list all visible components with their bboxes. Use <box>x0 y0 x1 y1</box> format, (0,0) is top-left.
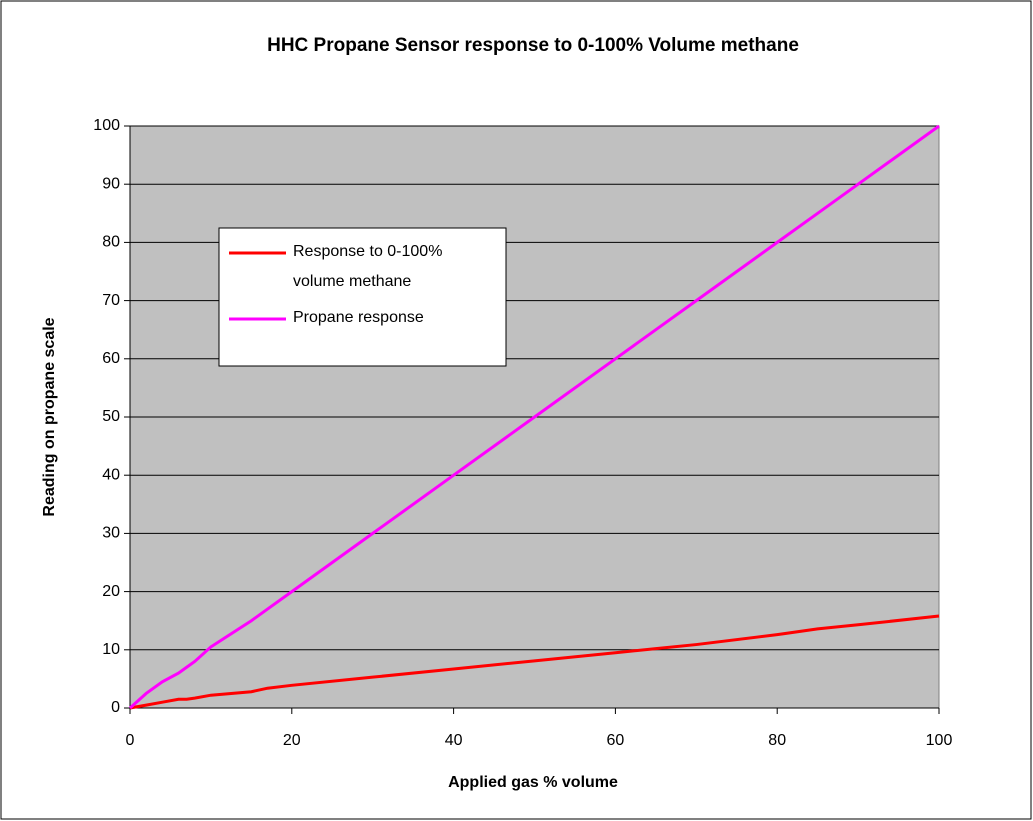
y-tick-label: 10 <box>102 641 120 658</box>
legend-label: Response to 0-100% volume methane <box>293 243 443 290</box>
series-line <box>129 614 940 710</box>
y-tick-label: 0 <box>111 699 120 716</box>
x-tick-label: 60 <box>607 732 625 749</box>
legend-label: Propane response <box>293 309 424 326</box>
x-tick-label: 0 <box>126 732 135 749</box>
y-tick-label: 90 <box>102 175 120 192</box>
y-axis-label: Reading on propane scale <box>41 317 58 516</box>
x-tick-label: 80 <box>768 732 786 749</box>
y-tick-label: 50 <box>102 408 120 425</box>
series-line <box>128 124 940 710</box>
y-tick-label: 80 <box>102 234 120 251</box>
x-tick-label: 20 <box>283 732 301 749</box>
y-tick-label: 20 <box>102 583 120 600</box>
legend-box <box>218 227 507 367</box>
x-tick-label: 40 <box>445 732 463 749</box>
y-tick-label: 60 <box>102 350 120 367</box>
y-tick-label: 100 <box>93 117 120 134</box>
x-tick-label: 100 <box>926 732 953 749</box>
x-axis-label: Applied gas % volume <box>448 774 618 791</box>
y-tick-label: 70 <box>102 292 120 309</box>
y-tick-label: 40 <box>102 466 120 483</box>
y-tick-label: 30 <box>102 525 120 542</box>
chart-title: HHC Propane Sensor response to 0-100% Vo… <box>267 35 799 56</box>
